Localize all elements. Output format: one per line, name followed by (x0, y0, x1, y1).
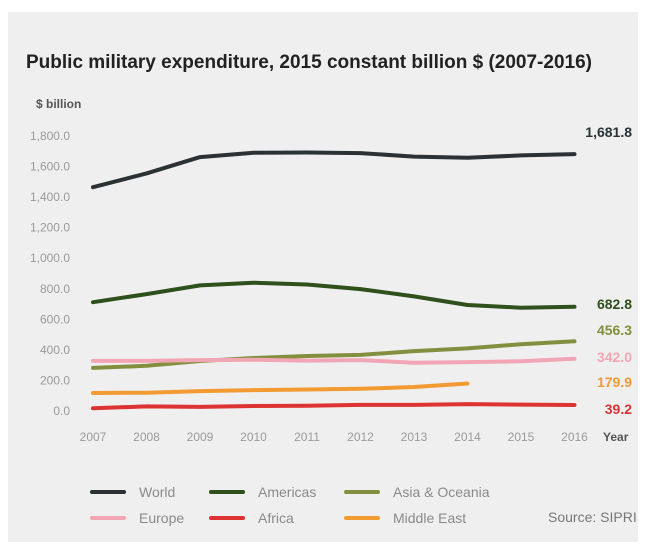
series-line-world (91, 150, 577, 190)
y-tick-label: 1,000.0 (30, 251, 70, 265)
series-line-africa (91, 402, 577, 411)
y-tick-label: 1,600.0 (30, 160, 70, 174)
source-note: Source: SIPRI (548, 509, 637, 525)
y-tick-label: 1,200.0 (30, 221, 70, 235)
y-tick-label: 1,800.0 (30, 129, 70, 143)
x-tick-label: 2011 (294, 430, 320, 444)
legend-entry-label: World (139, 484, 175, 500)
x-tick-label: 2012 (347, 430, 374, 444)
y-tick-label: 800.0 (40, 282, 70, 296)
end-value-label: 1,681.8 (585, 124, 632, 140)
chart-title: Public military expenditure, 2015 consta… (26, 52, 592, 73)
x-tick-label: 2008 (133, 430, 160, 444)
end-value-label: 179.9 (597, 374, 632, 390)
y-tick-label: 200.0 (40, 373, 70, 387)
legend-entry-label: Middle East (393, 510, 466, 526)
x-tick-label: 2010 (240, 430, 267, 444)
y-axis-label: $ billion (36, 97, 81, 111)
end-value-label: 39.2 (605, 401, 632, 417)
end-value-label: 682.8 (597, 296, 632, 312)
legend-entry-label: Africa (258, 510, 294, 526)
legend-entry-label: Americas (258, 484, 316, 500)
y-tick-label: 1,400.0 (30, 190, 70, 204)
legend-entry-label: Asia & Oceania (393, 484, 490, 500)
x-tick-label: 2016 (561, 430, 588, 444)
series-line-asia-oceania (91, 339, 577, 370)
x-tick-label: 2015 (508, 430, 535, 444)
x-tick-label: 2014 (454, 430, 481, 444)
chart-panel (8, 12, 638, 542)
y-tick-label: 0.0 (53, 404, 70, 418)
y-tick-label: 600.0 (40, 312, 70, 326)
y-tick-label: 400.0 (40, 343, 70, 357)
x-axis-label: Year (603, 430, 629, 444)
x-tick-label: 2009 (187, 430, 214, 444)
end-value-label: 342.0 (597, 349, 632, 365)
x-tick-label: 2007 (80, 430, 107, 444)
x-tick-label: 2013 (401, 430, 428, 444)
legend-entry-label: Europe (139, 510, 184, 526)
end-value-label: 456.3 (597, 322, 632, 338)
series-line-americas (91, 280, 577, 310)
series-line-europe (91, 356, 577, 365)
series-line-middle-east (91, 381, 470, 395)
